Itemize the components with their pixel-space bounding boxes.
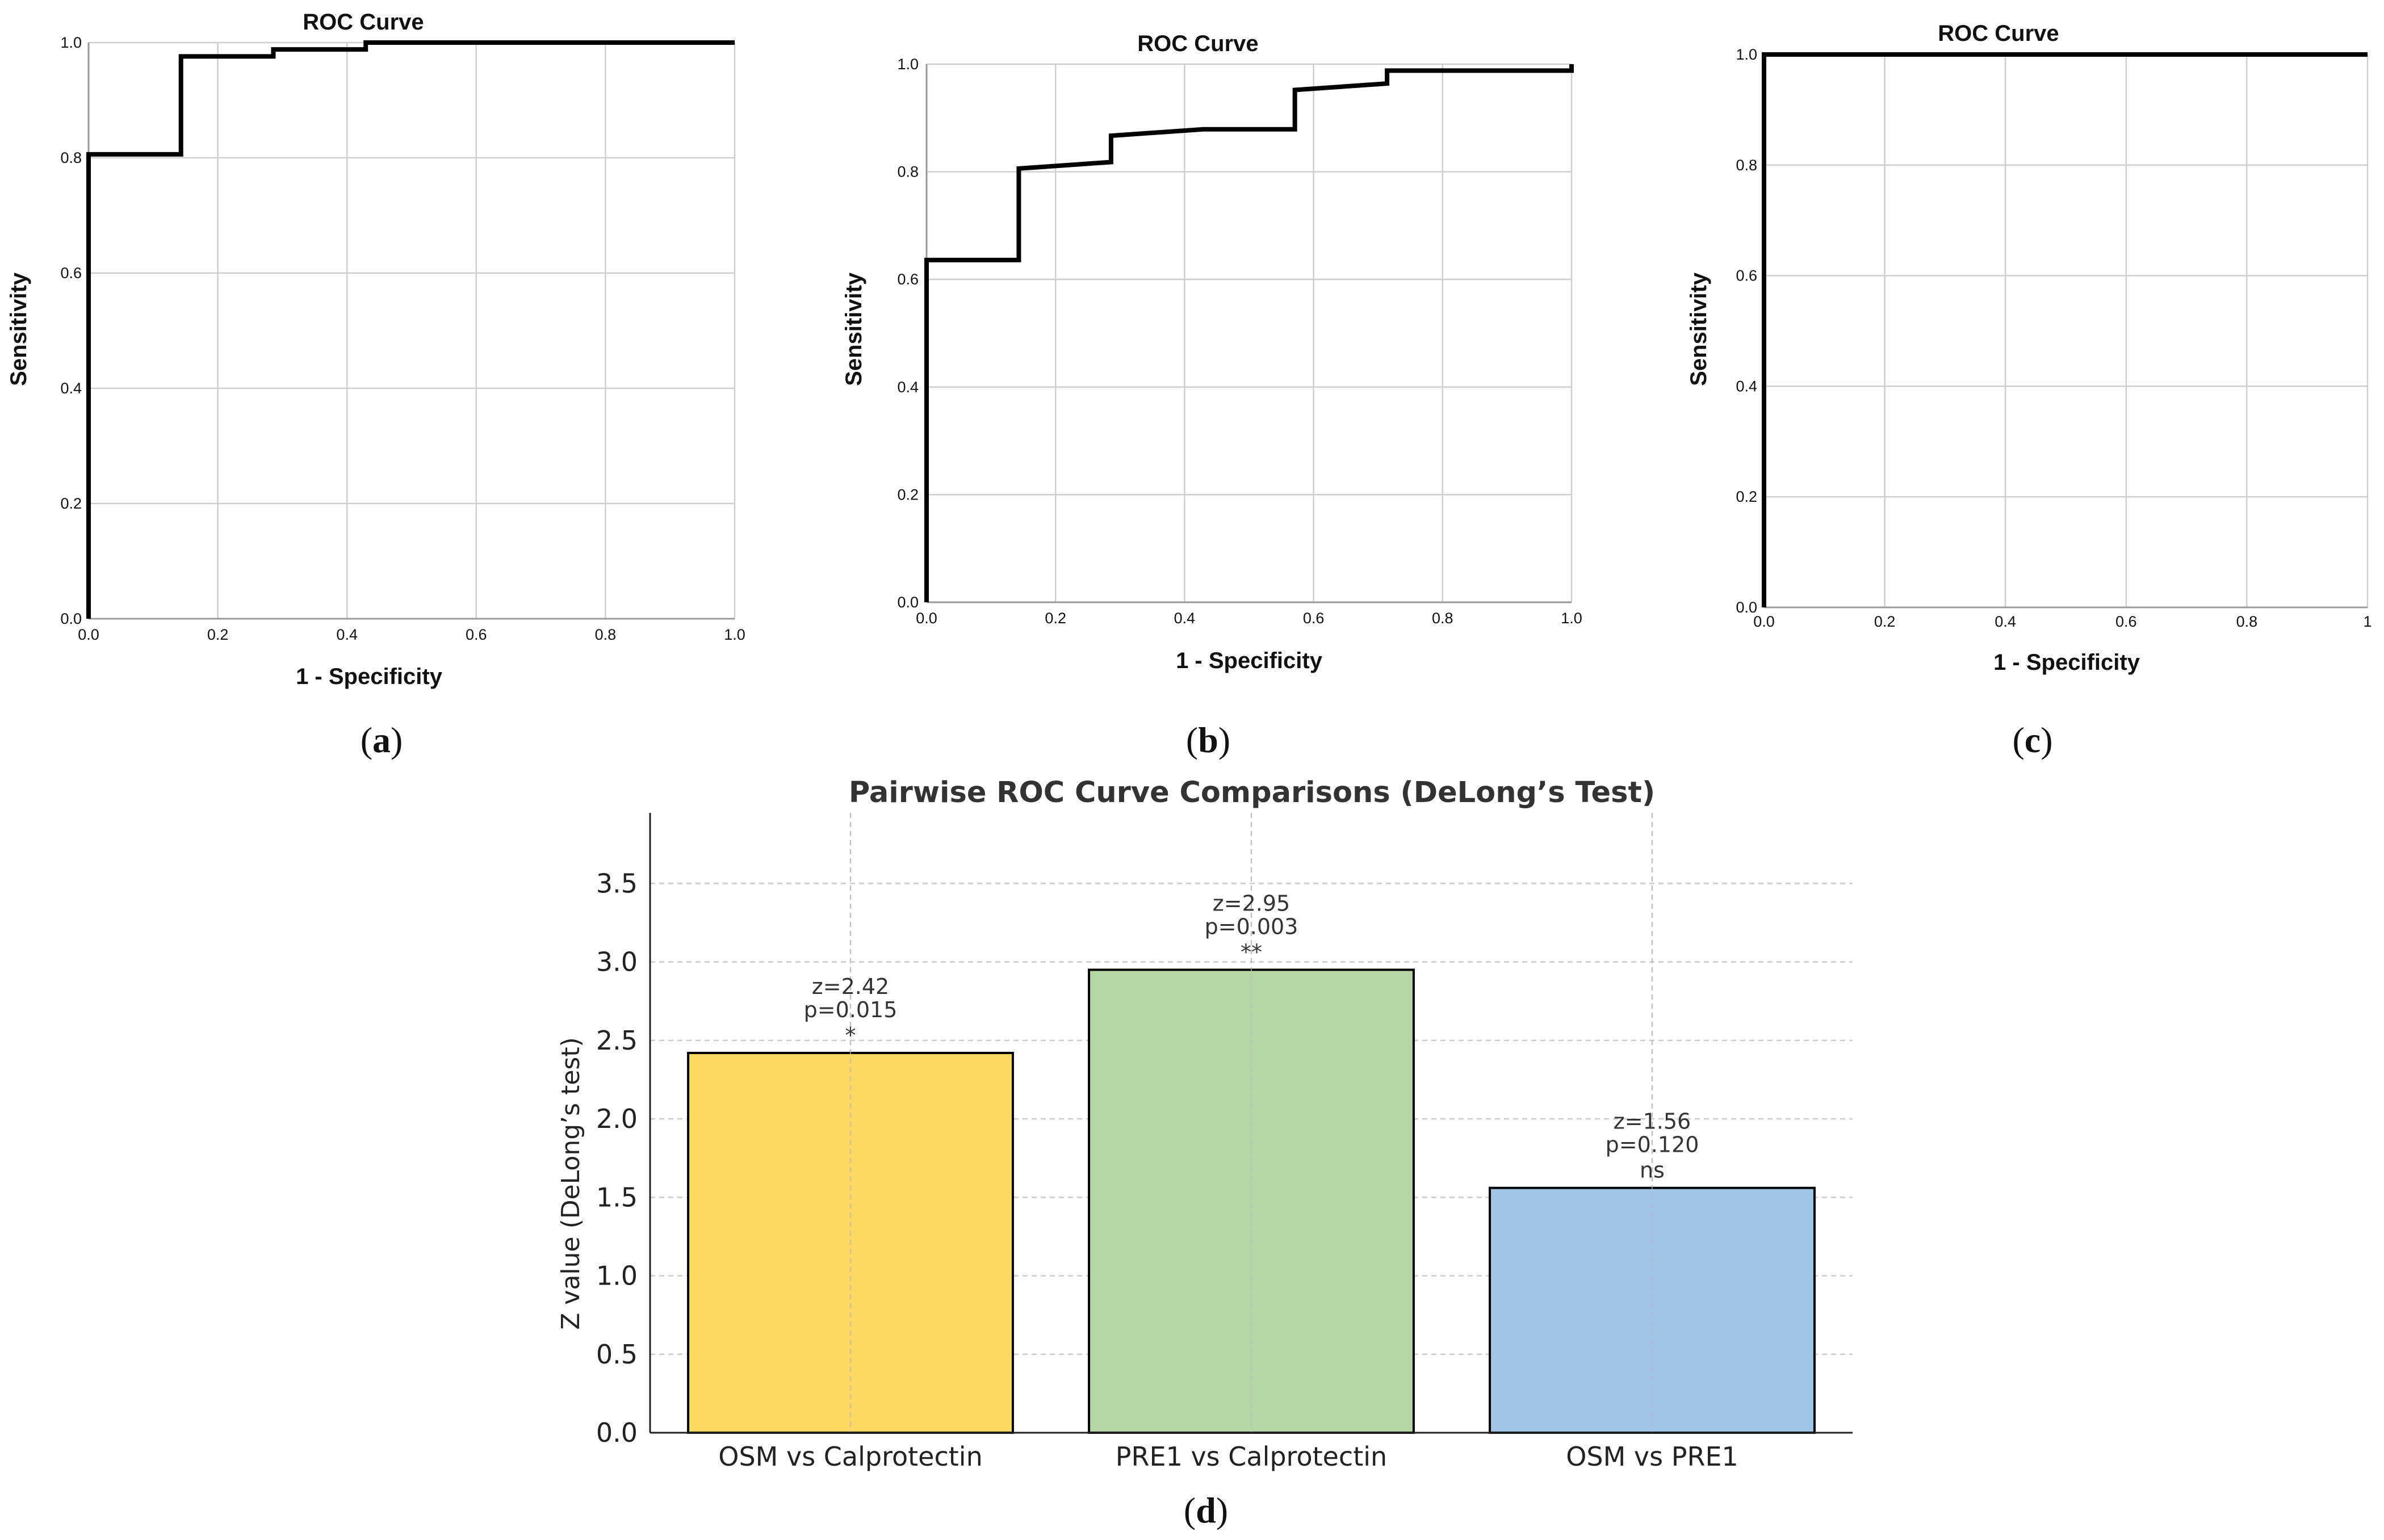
bar-annotation: p=0.003 bbox=[1205, 914, 1298, 939]
bar-annotation: ns bbox=[1640, 1158, 1665, 1183]
bar-2 bbox=[1088, 968, 1415, 1434]
x-tick-label-c: 0.4 bbox=[1995, 613, 2016, 630]
roc-xlabel-c: 1 - Specificity bbox=[1993, 650, 2140, 675]
y-tick-label-b: 0.8 bbox=[897, 163, 919, 181]
x-tick-label-a: 1.0 bbox=[724, 626, 745, 643]
bar-y-tick-label: 3.0 bbox=[596, 947, 638, 977]
bar-ylabel: Z value (DeLong’s test) bbox=[556, 1037, 585, 1329]
roc-title-a: ROC Curve bbox=[303, 10, 424, 35]
roc-title-b: ROC Curve bbox=[1137, 31, 1258, 56]
roc-chart-a: ROC Curve 1 - Specificity Sensitivity 0.… bbox=[6, 10, 745, 689]
x-tick-label-b: 1.0 bbox=[1561, 610, 1582, 627]
bar-y-tick-label: 1.5 bbox=[596, 1182, 638, 1212]
bar-annotation: z=2.42 bbox=[812, 974, 889, 999]
x-tick-label-c: 0.0 bbox=[1753, 613, 1775, 630]
y-tick-label-a: 1.0 bbox=[60, 34, 82, 51]
bar-y-tick-label: 0.0 bbox=[596, 1417, 638, 1448]
bar-title: Pairwise ROC Curve Comparisons (DeLong’s… bbox=[849, 776, 1655, 809]
x-tick-label-b: 0.2 bbox=[1045, 610, 1066, 627]
roc-ylabel-c: Sensitivity bbox=[1686, 272, 1711, 386]
roc-chart-c: ROC Curve 1 - Specificity Sensitivity 0.… bbox=[1686, 21, 2372, 675]
roc-title-c: ROC Curve bbox=[1938, 21, 2059, 46]
x-tick-label-a: 0.2 bbox=[207, 626, 229, 643]
x-tick-label-b: 0.8 bbox=[1432, 610, 1453, 627]
bar-category-label: OSM vs PRE1 bbox=[1566, 1441, 1738, 1472]
x-tick-label-c: 1 bbox=[2363, 613, 2372, 630]
y-tick-label-a: 0.4 bbox=[60, 380, 82, 397]
bar-annotation: z=2.95 bbox=[1213, 891, 1290, 916]
y-tick-label-c: 0.2 bbox=[1736, 488, 1757, 505]
y-tick-label-c: 0.4 bbox=[1736, 377, 1757, 395]
roc-xlabel-b: 1 - Specificity bbox=[1176, 648, 1323, 673]
y-tick-label-b: 0.2 bbox=[897, 486, 919, 503]
x-tick-label-a: 0.0 bbox=[78, 626, 99, 643]
panel-letter-d: d bbox=[1196, 1490, 1216, 1530]
bar-y-tick-label: 1.0 bbox=[596, 1261, 638, 1291]
panel-letter-b: b bbox=[1198, 720, 1218, 760]
y-tick-label-c: 0.6 bbox=[1736, 267, 1757, 284]
bar-category-label: PRE1 vs Calprotectin bbox=[1116, 1441, 1387, 1472]
y-tick-label-a: 0.0 bbox=[60, 610, 82, 627]
y-tick-label-c: 0.0 bbox=[1736, 599, 1757, 616]
x-tick-label-c: 0.2 bbox=[1874, 613, 1896, 630]
y-tick-label-b: 1.0 bbox=[897, 56, 919, 73]
bar-chart-d: Pairwise ROC Curve Comparisons (DeLong’s… bbox=[556, 776, 1853, 1472]
x-tick-label-a: 0.8 bbox=[595, 626, 617, 643]
panel-label-d: (d) bbox=[1184, 1490, 1228, 1530]
bar-annotation: z=1.56 bbox=[1614, 1109, 1691, 1134]
bar-annotation: * bbox=[845, 1023, 856, 1048]
x-tick-label-b: 0.0 bbox=[916, 610, 937, 627]
x-tick-label-c: 0.8 bbox=[2236, 613, 2258, 630]
y-tick-label-b: 0.6 bbox=[897, 271, 919, 288]
bar-annotation: ** bbox=[1241, 939, 1262, 964]
bar-category-label: OSM vs Calprotectin bbox=[718, 1441, 982, 1472]
panel-label-b: (b) bbox=[1186, 720, 1230, 760]
roc-chart-b: ROC Curve 1 - Specificity Sensitivity 0.… bbox=[841, 31, 1582, 673]
y-tick-label-b: 0.0 bbox=[897, 594, 919, 611]
y-tick-label-a: 0.2 bbox=[60, 495, 82, 512]
panel-label-c: (c) bbox=[2012, 720, 2052, 760]
roc-curve-c bbox=[1762, 52, 2368, 607]
bar-3 bbox=[1489, 1186, 1816, 1434]
y-tick-label-c: 0.8 bbox=[1736, 157, 1757, 174]
roc-ylabel-a: Sensitivity bbox=[6, 272, 31, 386]
roc-xlabel-a: 1 - Specificity bbox=[296, 664, 443, 689]
y-tick-label-b: 0.4 bbox=[897, 379, 919, 396]
bar-annotation: p=0.120 bbox=[1606, 1132, 1699, 1157]
x-tick-label-a: 0.4 bbox=[336, 626, 358, 643]
panel-letter-c: c bbox=[2025, 720, 2041, 760]
roc-curve-a bbox=[86, 40, 735, 619]
bar-y-tick-label: 2.0 bbox=[596, 1103, 638, 1134]
x-tick-label-a: 0.6 bbox=[466, 626, 487, 643]
y-tick-label-c: 1.0 bbox=[1736, 46, 1757, 63]
y-tick-label-a: 0.8 bbox=[60, 149, 82, 166]
panel-labels: (a) (b) (c) (d) bbox=[361, 720, 2053, 1530]
panel-label-a: (a) bbox=[361, 720, 403, 760]
x-tick-label-b: 0.6 bbox=[1303, 610, 1325, 627]
roc-ylabel-b: Sensitivity bbox=[841, 272, 866, 386]
bar-annotation: p=0.015 bbox=[804, 997, 898, 1022]
x-tick-label-b: 0.4 bbox=[1174, 610, 1196, 627]
y-tick-label-a: 0.6 bbox=[60, 265, 82, 282]
roc-curve-b bbox=[924, 64, 1574, 602]
bar-y-tick-label: 3.5 bbox=[596, 868, 638, 899]
bar-y-tick-label: 0.5 bbox=[596, 1339, 638, 1370]
bar-y-tick-label: 2.5 bbox=[596, 1025, 638, 1056]
panel-letter-a: a bbox=[372, 720, 391, 760]
x-tick-label-c: 0.6 bbox=[2115, 613, 2137, 630]
